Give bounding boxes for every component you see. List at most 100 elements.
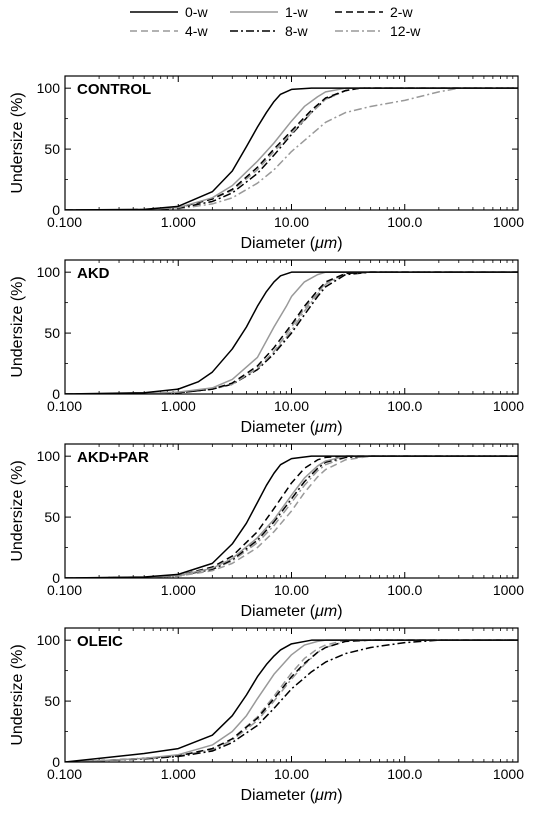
legend-item: 12-w bbox=[335, 23, 421, 39]
x-tick-label: 10.00 bbox=[274, 766, 309, 782]
y-tick-label: 0 bbox=[52, 202, 60, 218]
y-axis-label: Undersize (%) bbox=[9, 276, 26, 377]
x-tick-label: 1.000 bbox=[161, 766, 196, 782]
legend-item: 0-w bbox=[130, 4, 208, 20]
y-tick-label: 50 bbox=[44, 325, 60, 341]
x-axis-label: Diameter (μm) bbox=[240, 419, 342, 436]
x-tick-label: 100.0 bbox=[387, 398, 422, 414]
series-line-12-w bbox=[65, 87, 518, 210]
y-tick-label: 100 bbox=[37, 264, 61, 280]
y-tick-label: 100 bbox=[37, 632, 61, 648]
series-group bbox=[65, 87, 518, 210]
x-tick-label: 1000 bbox=[493, 582, 524, 598]
x-axis-label-text: Diameter ( bbox=[240, 603, 315, 620]
series-line-4-w bbox=[65, 455, 518, 578]
y-tick-label: 100 bbox=[37, 448, 61, 464]
legend-label: 2-w bbox=[390, 4, 413, 20]
x-axis-label-close: ) bbox=[337, 419, 342, 436]
series-line-8-w bbox=[65, 455, 518, 578]
x-axis-label-close: ) bbox=[337, 603, 342, 620]
x-axis-label-unit: μm bbox=[314, 603, 337, 620]
x-tick-label: 100.0 bbox=[387, 582, 422, 598]
legend-label: 8-w bbox=[285, 23, 308, 39]
series-line-8-w bbox=[65, 271, 518, 394]
y-axis-label: Undersize (%) bbox=[9, 92, 26, 193]
x-tick-label: 1.000 bbox=[161, 214, 196, 230]
x-tick-label: 0.100 bbox=[47, 766, 82, 782]
series-line-4-w bbox=[65, 639, 518, 762]
x-axis-label-unit: μm bbox=[314, 419, 337, 436]
x-tick-label: 100.0 bbox=[387, 766, 422, 782]
plot-frame bbox=[64, 75, 519, 211]
series-line-0-w bbox=[65, 271, 518, 394]
y-tick-label: 50 bbox=[44, 693, 60, 709]
legend-label: 1-w bbox=[285, 4, 308, 20]
x-ticks: 0.100 1.000 10.00 100.0 1000 bbox=[47, 628, 524, 782]
y-tick-label: 0 bbox=[52, 386, 60, 402]
series-line-1-w bbox=[65, 455, 518, 578]
x-ticks: 0.100 1.000 10.00 100.0 1000 bbox=[47, 444, 524, 598]
series-line-1-w bbox=[65, 87, 518, 210]
series-line-2-w bbox=[65, 271, 518, 394]
chart-panel-oleic: 0.100 1.000 10.00 100.0 1000 0 50 100 OLEIC Diame… bbox=[9, 627, 524, 804]
x-axis-label-text: Diameter ( bbox=[240, 419, 315, 436]
legend-item: 8-w bbox=[230, 23, 308, 39]
y-ticks: 0 50 100 bbox=[37, 264, 518, 402]
x-tick-label: 1.000 bbox=[161, 398, 196, 414]
plot-frame bbox=[64, 259, 519, 395]
x-tick-label: 10.00 bbox=[274, 582, 309, 598]
x-tick-label: 100.0 bbox=[387, 214, 422, 230]
chart-panel-control: 0.100 1.000 10.00 100.0 1000 0 50 100 CONTROL Dia… bbox=[9, 75, 524, 252]
legend-item: 4-w bbox=[130, 23, 208, 39]
x-axis-label-text: Diameter ( bbox=[240, 235, 315, 252]
y-tick-label: 0 bbox=[52, 570, 60, 586]
series-group bbox=[65, 639, 518, 762]
x-tick-label: 1000 bbox=[493, 398, 524, 414]
y-ticks: 0 50 100 bbox=[37, 80, 518, 218]
x-axis-label-close: ) bbox=[337, 235, 342, 252]
x-ticks: 0.100 1.000 10.00 100.0 1000 bbox=[47, 76, 524, 230]
series-group bbox=[65, 271, 518, 394]
x-tick-label: 0.100 bbox=[47, 214, 82, 230]
panel-label: AKD+PAR bbox=[77, 449, 149, 466]
x-axis-label: Diameter (μm) bbox=[240, 603, 342, 620]
legend: 0-w 1-w 2-w 4-w 8-w 12-w bbox=[130, 4, 421, 39]
series-line-0-w bbox=[65, 455, 518, 578]
series-line-2-w bbox=[65, 87, 518, 210]
x-tick-label: 1000 bbox=[493, 214, 524, 230]
series-line-0-w bbox=[65, 639, 518, 762]
plot-frame bbox=[64, 627, 519, 763]
legend-label: 0-w bbox=[185, 4, 208, 20]
x-tick-label: 0.100 bbox=[47, 582, 82, 598]
x-axis-label-unit: μm bbox=[314, 787, 337, 804]
series-line-0-w bbox=[65, 87, 518, 210]
series-line-8-w bbox=[65, 87, 518, 210]
x-tick-label: 10.00 bbox=[274, 398, 309, 414]
legend-item: 1-w bbox=[230, 4, 308, 20]
series-line-1-w bbox=[65, 639, 518, 762]
y-tick-label: 0 bbox=[52, 754, 60, 770]
panel-label: OLEIC bbox=[77, 633, 123, 650]
y-axis-label: Undersize (%) bbox=[9, 460, 26, 561]
x-axis-label: Diameter (μm) bbox=[240, 787, 342, 804]
series-line-12-w bbox=[65, 639, 518, 762]
legend-item: 2-w bbox=[335, 4, 413, 20]
x-tick-label: 1000 bbox=[493, 766, 524, 782]
legend-label: 4-w bbox=[185, 23, 208, 39]
x-tick-label: 10.00 bbox=[274, 214, 309, 230]
series-line-2-w bbox=[65, 455, 518, 578]
x-ticks: 0.100 1.000 10.00 100.0 1000 bbox=[47, 260, 524, 414]
panel-label: CONTROL bbox=[77, 81, 151, 98]
y-tick-label: 50 bbox=[44, 509, 60, 525]
plot-frame bbox=[64, 443, 519, 579]
x-axis-label-text: Diameter ( bbox=[240, 787, 315, 804]
x-tick-label: 0.100 bbox=[47, 398, 82, 414]
y-tick-label: 100 bbox=[37, 80, 61, 96]
chart-panel-akd-par: 0.100 1.000 10.00 100.0 1000 0 50 100 AKD+PAR Dia… bbox=[9, 443, 524, 620]
series-group bbox=[65, 455, 518, 578]
y-tick-label: 50 bbox=[44, 141, 60, 157]
y-axis-label: Undersize (%) bbox=[9, 644, 26, 745]
panel-label: AKD bbox=[77, 265, 110, 282]
x-axis-label-unit: μm bbox=[314, 235, 337, 252]
